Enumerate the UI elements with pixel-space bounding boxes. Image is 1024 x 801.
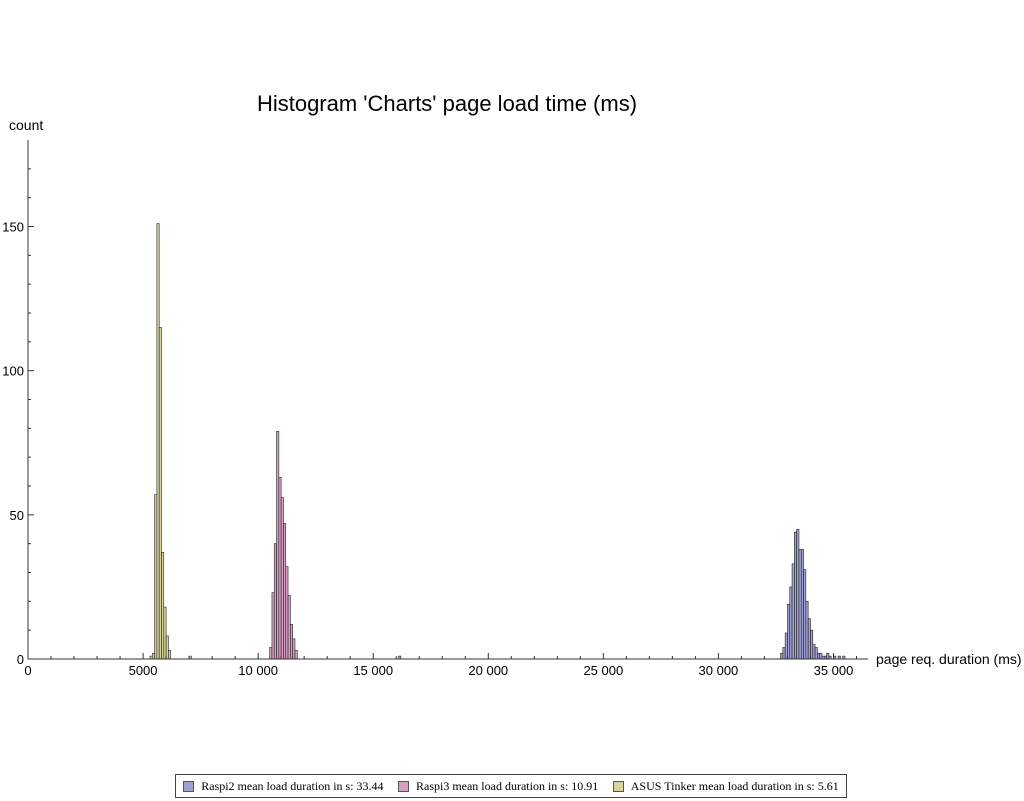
y-axis-label: count	[9, 117, 43, 133]
bar-series0-33200	[791, 563, 795, 660]
bar-series1-11300	[287, 595, 291, 660]
bar-series1-10900	[278, 477, 282, 660]
y-tick-label: 0	[17, 652, 24, 667]
bar-series0-34300	[817, 652, 820, 660]
legend-label-asus-tinker: ASUS Tinker mean load duration in s: 5.6…	[630, 778, 839, 793]
bar-series0-33700	[803, 569, 807, 660]
legend-label-raspi2: Raspi2 mean load duration in s: 33.44	[201, 778, 384, 793]
bar-series0-33300	[794, 531, 797, 660]
bar-series1-10800	[276, 430, 280, 660]
x-axis-label: page req. duration (ms)	[876, 651, 1022, 667]
bar-series2-5500	[154, 494, 158, 660]
bar-series1-11600	[294, 650, 298, 660]
legend-swatch-raspi2	[183, 780, 195, 792]
bar-series0-34100	[812, 644, 816, 660]
x-tick-label: 35 000	[814, 663, 854, 678]
x-tick-label: 20 000	[468, 663, 508, 678]
bar-series1-11200	[285, 566, 289, 660]
ticks-group: 0 5000 10 000 15 000 20 000 25 000 30 000 35 00…	[2, 168, 857, 678]
bar-series0-34400	[819, 652, 823, 660]
bar-series0-32700	[780, 652, 784, 660]
bar-series0-32900	[784, 632, 788, 660]
bar-series2-5800	[161, 552, 165, 660]
bar-series2-5900	[163, 606, 167, 660]
bar-series0-34000	[810, 629, 814, 660]
histogram-chart: Histogram 'Charts' page load time (ms) c…	[2, 91, 1022, 678]
bar-series2-6100	[168, 650, 171, 660]
bar-series0-33100	[789, 586, 793, 660]
bar-series0-33900	[807, 618, 811, 660]
bar-series1-11000	[280, 497, 284, 660]
legend-swatch-raspi3	[397, 780, 409, 792]
bar-series0-33000	[787, 603, 791, 660]
bar-series1-10700	[273, 543, 277, 660]
bar-series2-6000	[165, 635, 169, 660]
bar-series2-5700	[158, 327, 162, 660]
legend-item-raspi3: Raspi3 mean load duration in s: 10.91	[397, 778, 599, 794]
y-tick-label: 150	[2, 220, 24, 235]
y-tick-label: 50	[10, 508, 24, 523]
x-tick-label: 25 000	[583, 663, 623, 678]
legend-swatch-asus-tinker	[612, 780, 624, 792]
y-tick-label: 100	[2, 364, 24, 379]
bar-series2-5400	[151, 652, 155, 660]
bar-series1-10500	[269, 647, 273, 660]
legend: Raspi2 mean load duration in s: 33.44 Ra…	[175, 774, 847, 798]
legend-item-raspi2: Raspi2 mean load duration in s: 33.44	[183, 778, 384, 794]
bar-series0-33500	[798, 549, 802, 660]
bar-series1-11500	[292, 638, 296, 660]
bars-group	[149, 223, 846, 660]
legend-item-asus-tinker: ASUS Tinker mean load duration in s: 5.6…	[612, 778, 839, 794]
bar-series0-33600	[800, 549, 804, 660]
x-tick-label: 5000	[129, 663, 158, 678]
x-tick-label: 0	[24, 663, 31, 678]
bar-series0-33400	[796, 528, 800, 660]
bar-series0-34200	[814, 647, 818, 660]
chart-title: Histogram 'Charts' page load time (ms)	[257, 91, 637, 116]
x-tick-label: 30 000	[699, 663, 739, 678]
bar-series2-5600	[156, 223, 160, 660]
bar-series0-34700	[826, 652, 830, 660]
legend-label-raspi3: Raspi3 mean load duration in s: 10.91	[415, 778, 599, 793]
bar-series1-10600	[271, 592, 275, 660]
x-tick-label: 15 000	[353, 663, 393, 678]
bar-series0-33800	[805, 601, 809, 660]
bar-series1-11100	[283, 523, 287, 660]
bar-series1-11400	[290, 624, 293, 660]
bar-series0-32800	[782, 647, 786, 660]
x-tick-label: 10 000	[238, 663, 278, 678]
